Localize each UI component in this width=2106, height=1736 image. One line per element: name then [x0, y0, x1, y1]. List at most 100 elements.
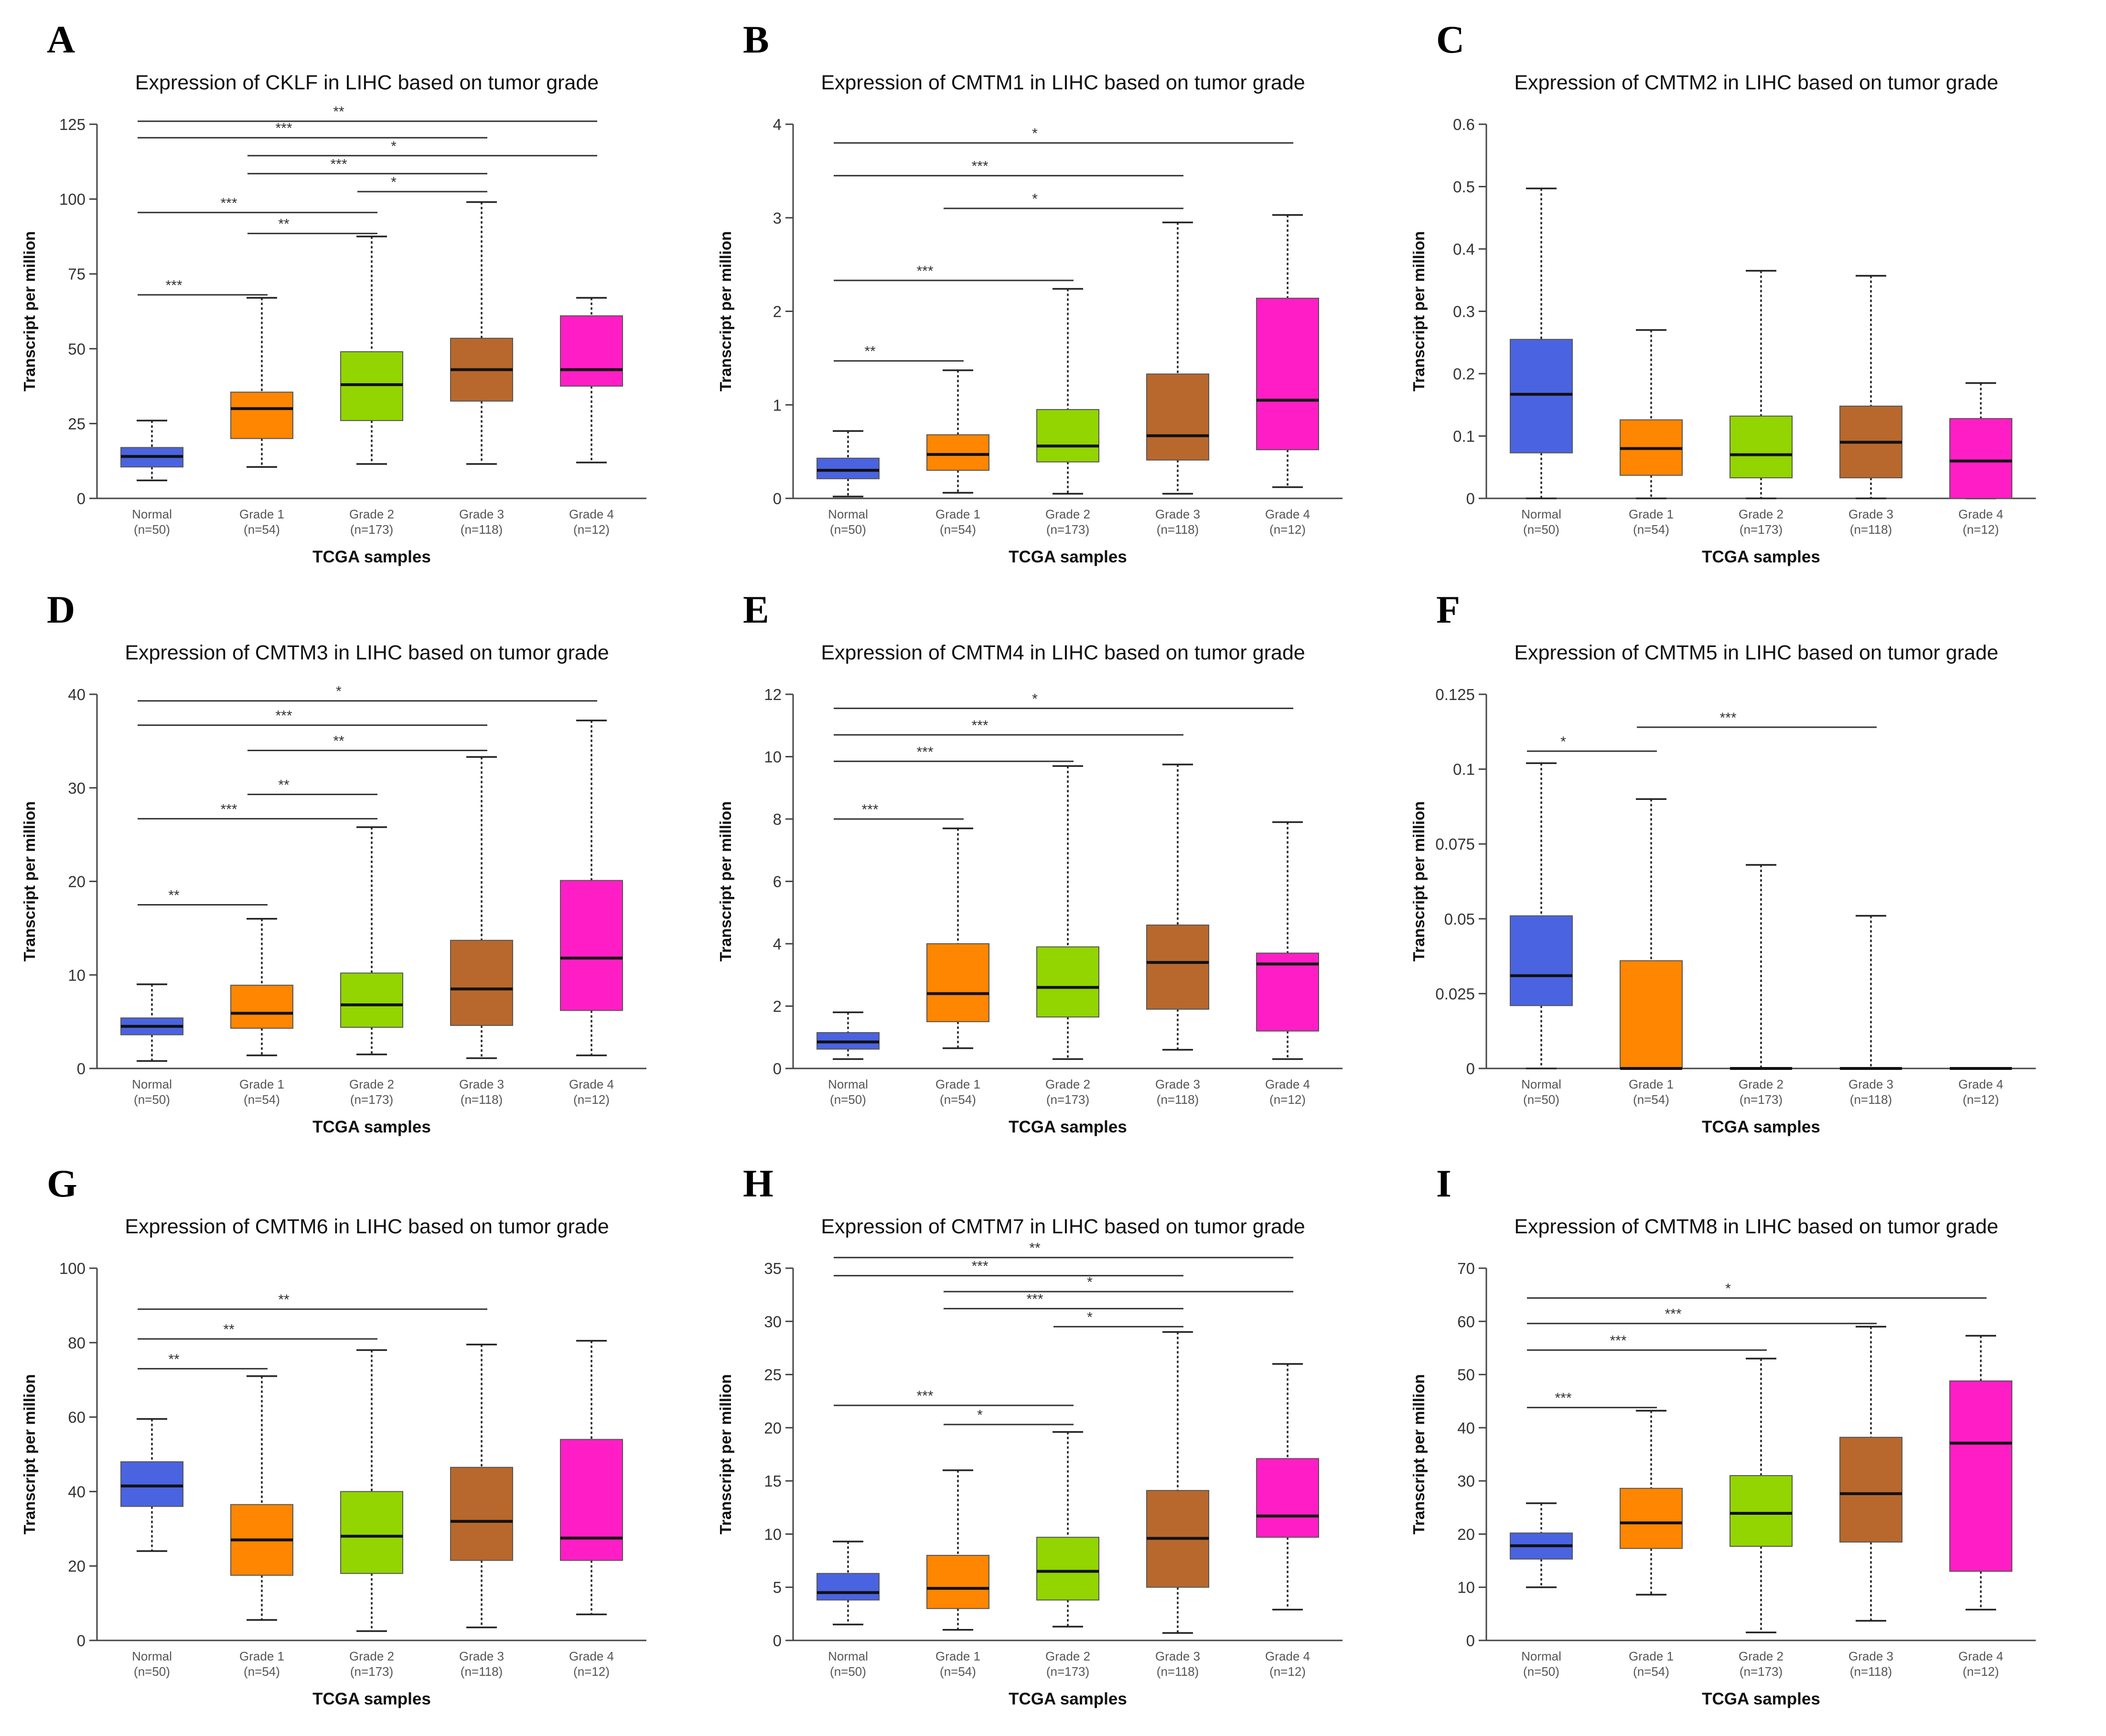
x-tick-label: Grade 3	[459, 1077, 504, 1091]
x-tick-label: Grade 4	[569, 507, 614, 521]
significance-label: *	[1087, 1274, 1093, 1290]
y-tick-label: 0	[77, 1060, 86, 1078]
x-tick-count: (n=12)	[1269, 1664, 1306, 1679]
x-tick-count: (n=173)	[350, 1664, 393, 1679]
x-axis-label: TCGA samples	[1702, 1690, 1820, 1708]
x-tick-label: Grade 4	[1958, 1649, 2003, 1663]
panel-letter: I	[1436, 1162, 1451, 1205]
box-1	[926, 1469, 989, 1631]
x-tick-count: (n=173)	[1740, 1092, 1783, 1107]
box-4	[560, 720, 623, 1057]
significance-label: ***	[1026, 1292, 1043, 1307]
significance-label: *	[336, 684, 342, 700]
box-3	[450, 1343, 513, 1628]
x-tick-label: Grade 4	[1958, 507, 2003, 521]
box-1	[230, 297, 293, 468]
y-tick-label: 0	[773, 490, 782, 507]
panel-g: G Expression of CMTM6 in LIHC based on tu…	[21, 1162, 646, 1708]
x-tick-label: Grade 2	[1739, 1649, 1784, 1663]
y-tick-label: 2	[773, 998, 782, 1015]
box-2	[1036, 765, 1099, 1060]
significance-label: **	[278, 777, 290, 793]
box-2	[340, 1349, 403, 1632]
y-tick-label: 1	[773, 396, 782, 414]
x-tick-count: (n=50)	[134, 1664, 170, 1679]
box-body	[817, 457, 880, 479]
box-body	[560, 315, 623, 387]
box-3	[1839, 275, 1902, 499]
y-tick-label: 40	[68, 1483, 86, 1500]
significance-label: ***	[971, 159, 988, 174]
box-1	[230, 918, 293, 1057]
box-body	[1510, 915, 1573, 1006]
y-tick-label: 0	[77, 1632, 86, 1650]
x-tick-label: Grade 4	[1958, 1077, 2003, 1091]
x-tick-count: (n=118)	[1850, 1664, 1892, 1679]
y-tick-label: 0.05	[1444, 910, 1475, 928]
box-body	[926, 943, 989, 1023]
x-tick-label: Grade 1	[1629, 1077, 1674, 1091]
panel-f: F Expression of CMTM5 in LIHC based on tu…	[1410, 588, 2036, 1136]
box-body	[1256, 952, 1319, 1032]
significance-label: ***	[1610, 1333, 1626, 1348]
y-tick-label: 3	[773, 209, 782, 227]
panel-letter: B	[743, 18, 769, 61]
x-tick-count: (n=173)	[350, 1092, 393, 1107]
x-tick-count: (n=173)	[1046, 1092, 1089, 1107]
y-tick-label: 0.2	[1453, 365, 1475, 383]
significance-label: **	[278, 216, 290, 232]
y-tick-label: 0.3	[1453, 303, 1475, 321]
box-body	[1510, 339, 1573, 453]
x-tick-count: (n=118)	[1157, 522, 1199, 537]
y-tick-label: 30	[1457, 1472, 1475, 1490]
x-tick-label: Normal	[828, 1649, 868, 1663]
panel-title: Expression of CMTM2 in LIHC based on tum…	[1514, 71, 1998, 94]
x-tick-label: Grade 2	[349, 1649, 394, 1663]
panel-title: Expression of CMTM3 in LIHC based on tum…	[125, 641, 609, 664]
x-tick-count: (n=173)	[1740, 1664, 1783, 1679]
box-0	[817, 430, 880, 497]
x-tick-count: (n=54)	[940, 522, 976, 537]
y-axis-label: Transcript per million	[717, 801, 734, 962]
box-3	[1146, 221, 1209, 495]
x-tick-count: (n=50)	[1523, 1664, 1559, 1679]
box-body	[340, 972, 403, 1028]
x-tick-label: Grade 2	[349, 1077, 394, 1091]
panel-a: A Expression of CKLF in LIHC based on tum…	[21, 18, 646, 566]
x-tick-count: (n=118)	[461, 522, 503, 537]
x-tick-count: (n=50)	[830, 1664, 866, 1679]
box-body	[1620, 960, 1683, 1069]
x-tick-count: (n=173)	[350, 522, 393, 537]
y-tick-label: 20	[68, 873, 86, 891]
panel-c: C Expression of CMTM2 in LIHC based on tu…	[1410, 18, 2036, 566]
panel-title: Expression of CMTM4 in LIHC based on tum…	[821, 641, 1305, 664]
x-tick-count: (n=50)	[830, 522, 866, 537]
significance-label: ***	[275, 120, 292, 136]
x-tick-count: (n=50)	[1523, 1092, 1559, 1107]
panel-title: Expression of CMTM8 in LIHC based on tum…	[1514, 1215, 1998, 1238]
box-body	[1036, 946, 1099, 1018]
y-tick-label: 0	[1466, 1060, 1475, 1078]
box-2	[1036, 1431, 1099, 1628]
x-tick-count: (n=118)	[461, 1664, 503, 1679]
box-body	[1620, 1488, 1683, 1549]
significance-label: ***	[861, 802, 878, 818]
x-tick-label: Grade 1	[239, 1077, 284, 1091]
significance-label: **	[168, 887, 180, 903]
box-0	[120, 983, 183, 1062]
x-tick-count: (n=54)	[1633, 1092, 1669, 1107]
y-axis-label: Transcript per million	[717, 1374, 734, 1535]
significance-label: ***	[1719, 710, 1736, 726]
significance-label: *	[977, 1407, 983, 1423]
x-tick-label: Grade 4	[1265, 507, 1310, 521]
panel-letter: G	[47, 1162, 77, 1205]
x-tick-label: Grade 4	[1265, 1077, 1310, 1091]
y-tick-label: 10	[764, 1525, 782, 1543]
panel-title: Expression of CMTM7 in LIHC based on tum…	[821, 1215, 1305, 1238]
box-4	[1949, 382, 2012, 499]
x-tick-label: Grade 2	[1045, 507, 1090, 521]
x-tick-count: (n=12)	[573, 1664, 610, 1679]
box-1	[926, 827, 989, 1049]
box-1	[1620, 798, 1683, 1070]
significance-label: ***	[971, 718, 988, 733]
